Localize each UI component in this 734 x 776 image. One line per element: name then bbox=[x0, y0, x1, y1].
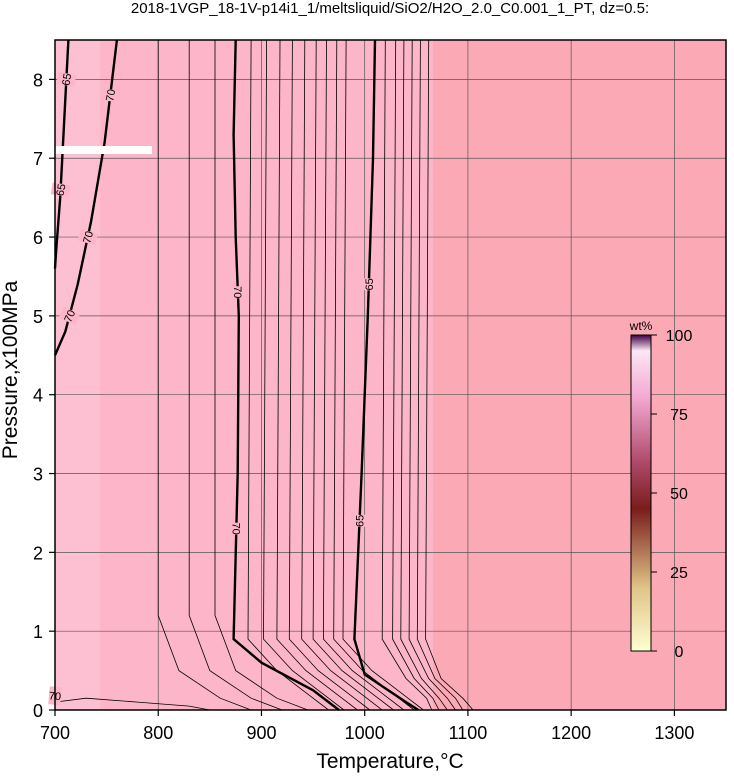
contour-line bbox=[333, 39, 415, 711]
contour-line bbox=[276, 39, 358, 711]
y-axis-label: Pressure,x100MPa bbox=[0, 280, 22, 459]
contour-label-bg bbox=[227, 522, 246, 535]
contour-label-bg bbox=[77, 228, 99, 246]
contour-label: 65 bbox=[355, 515, 367, 527]
contour-line bbox=[342, 39, 424, 711]
contour-label-bg bbox=[228, 286, 247, 299]
y-tick-label: 7 bbox=[33, 149, 43, 169]
x-tick-label: 900 bbox=[246, 723, 276, 743]
colorbar-label: wt% bbox=[629, 319, 653, 333]
y-tick-label: 6 bbox=[33, 228, 43, 248]
field-lighter bbox=[55, 40, 100, 710]
contour-label-bg bbox=[100, 87, 121, 103]
contour-line bbox=[247, 39, 329, 711]
contour-line bbox=[53, 39, 119, 356]
colorbar bbox=[630, 334, 652, 652]
y-tick-label: 0 bbox=[33, 701, 43, 721]
y-tick-label: 1 bbox=[33, 622, 43, 642]
contour-label: 70 bbox=[62, 308, 78, 324]
contour-label: 70 bbox=[231, 286, 243, 298]
colorbar-tick-label: 25 bbox=[670, 565, 688, 582]
contour-line bbox=[54, 697, 210, 711]
y-tick-label: 3 bbox=[33, 465, 43, 485]
contour-line bbox=[157, 40, 252, 711]
contour-line bbox=[188, 40, 283, 711]
contour-label: 65 bbox=[60, 73, 74, 87]
frame bbox=[54, 39, 727, 711]
x-tick-label: 800 bbox=[143, 723, 173, 743]
contour-label: 65 bbox=[364, 278, 376, 290]
field-light bbox=[55, 40, 433, 710]
contour-line bbox=[416, 39, 464, 711]
contour-label: 70 bbox=[229, 523, 241, 535]
contour-line bbox=[322, 39, 405, 711]
contour-line bbox=[408, 39, 456, 711]
contour-label-bg bbox=[58, 306, 81, 326]
x-tick-label: 1200 bbox=[551, 723, 591, 743]
x-axis-label: Temperature,°C bbox=[316, 750, 463, 773]
contour-label: 70 bbox=[81, 230, 96, 245]
colorbar-tick-label: 100 bbox=[666, 328, 693, 345]
contour-line bbox=[232, 39, 340, 711]
x-tick-label: 1000 bbox=[345, 723, 385, 743]
contour-line bbox=[400, 39, 448, 711]
contour-line bbox=[288, 39, 371, 711]
x-tick-label: 1100 bbox=[449, 723, 488, 743]
contour-line bbox=[214, 40, 309, 711]
y-tick-label: 4 bbox=[33, 386, 43, 406]
contour-line bbox=[425, 39, 474, 711]
colorbar-tick-label: 75 bbox=[670, 407, 688, 424]
contour-label-bg bbox=[56, 71, 77, 87]
colorbar-tick-label: 0 bbox=[675, 644, 684, 661]
chart-title: 2018-1VGP_18-1V-p14i1_1/meltsliquid/SiO2… bbox=[131, 0, 649, 17]
x-tick-label: 1300 bbox=[654, 723, 694, 743]
x-tick-label: 700 bbox=[40, 723, 70, 743]
contour-label: 65 bbox=[55, 183, 69, 197]
contour-label-bg bbox=[359, 278, 378, 291]
contour-line bbox=[392, 39, 440, 711]
contour-line bbox=[381, 39, 433, 711]
contour-label: 70 bbox=[104, 88, 118, 102]
contour-line bbox=[353, 39, 420, 712]
contour-label-bg bbox=[350, 514, 369, 527]
y-tick-label: 5 bbox=[33, 307, 43, 327]
colorbar-tick-label: 50 bbox=[670, 486, 688, 503]
contour-line bbox=[263, 39, 345, 711]
y-tick-label: 8 bbox=[33, 70, 43, 90]
y-tick-label: 2 bbox=[33, 543, 43, 563]
contour-line bbox=[301, 39, 383, 711]
contour-line bbox=[312, 39, 394, 711]
blank-strip bbox=[55, 146, 152, 154]
